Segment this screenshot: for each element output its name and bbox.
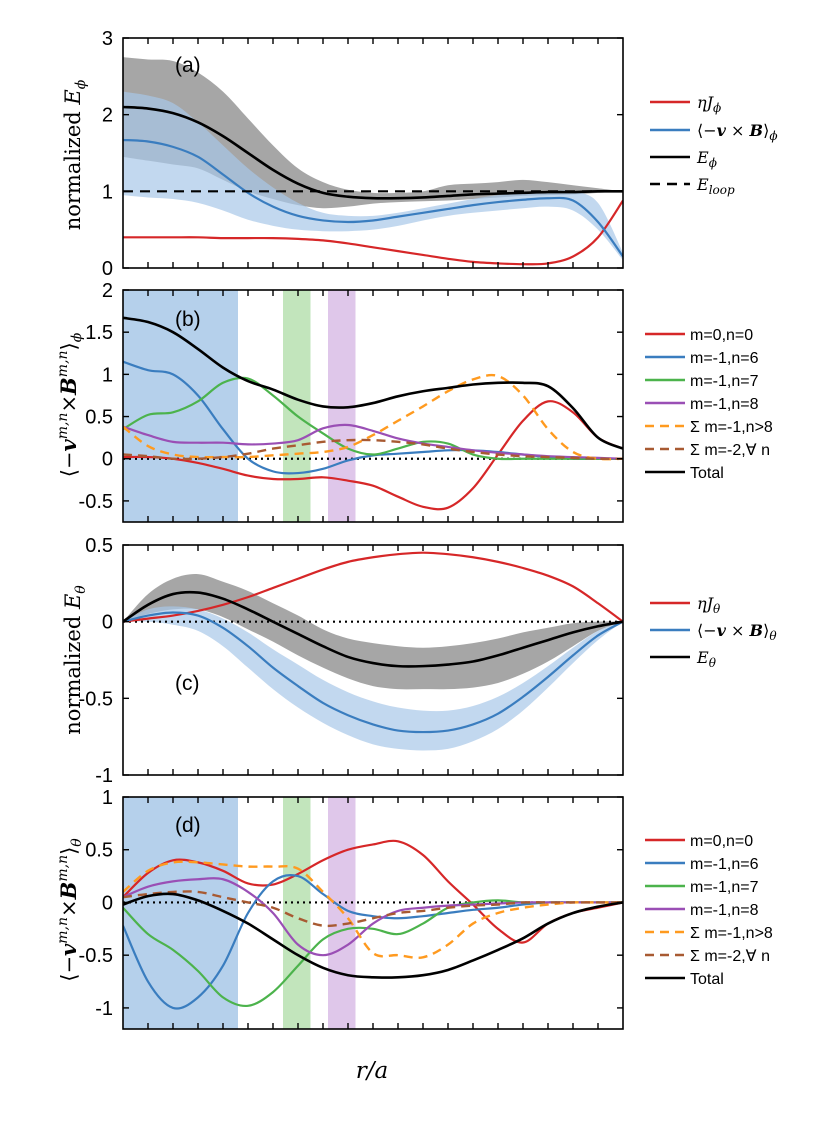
series-b-5 xyxy=(123,438,623,461)
legend-b: m=0,n=0 m=-1,n=6 m=-1,n=7 m=-1,n=8 Σ m=-… xyxy=(645,327,773,482)
legend-d: m=0,n=0 m=-1,n=6 m=-1,n=7 m=-1,n=8 Σ m=-… xyxy=(645,833,773,988)
panel-label-b: (b) xyxy=(175,308,201,331)
ytick-label-d-1: -0.5 xyxy=(79,945,113,967)
panel-d: -1 -0.5 0 0.5 1 (d) xyxy=(79,787,624,1030)
legend-a-label-4: Eloop xyxy=(696,175,735,197)
ytick-label-b-3: 1 xyxy=(102,364,113,386)
legend-b-label-6: Σ m=-2,∀ n xyxy=(690,442,770,459)
series-c-0 xyxy=(123,551,623,623)
legend-c-label-1: ηJθ xyxy=(697,594,721,616)
legend-a-label-2: ⟨−v × B⟩ϕ xyxy=(697,121,778,143)
panel-a: 0 1 2 3 (a) xyxy=(102,28,624,280)
ylabel-b: ⟨−vm,n×Bm,n⟩ϕ xyxy=(55,332,85,477)
series-b-6 xyxy=(123,316,623,450)
series-d-0 xyxy=(123,839,623,944)
legend-d-label-3: m=-1,n=7 xyxy=(690,879,759,896)
ytick-label-a-3: 3 xyxy=(102,28,113,50)
ytick-label-a-0: 0 xyxy=(102,258,113,280)
series-c-1 xyxy=(123,611,623,734)
panel-label-c: (c) xyxy=(175,672,200,695)
ytick-label-d-2: 0 xyxy=(102,892,113,914)
series-b-2 xyxy=(123,376,623,461)
ylabel-d: ⟨−vm,n×Bm,n⟩θ xyxy=(55,838,85,982)
legend-b-label-4: m=-1,n=8 xyxy=(690,396,759,413)
legend-a-label-3: Eϕ xyxy=(696,148,717,170)
plot-area-a xyxy=(123,57,623,266)
ytick-label-b-2: 0.5 xyxy=(85,407,113,429)
legend-b-label-7: Total xyxy=(690,465,724,482)
series-d-6 xyxy=(123,892,623,979)
legend-b-label-2: m=-1,n=6 xyxy=(690,350,759,367)
legend-c: ηJθ ⟨−v × B⟩θ Eθ xyxy=(650,594,777,670)
panel-label-d: (d) xyxy=(175,814,201,837)
series-a-1 xyxy=(123,138,623,258)
legend-b-label-1: m=0,n=0 xyxy=(690,327,753,344)
legend-c-label-3: Eθ xyxy=(696,648,717,670)
legend-d-label-4: m=-1,n=8 xyxy=(690,902,759,919)
panel-c: -1 -0.5 0 0.5 (c) xyxy=(79,535,624,787)
legend-b-label-3: m=-1,n=7 xyxy=(690,373,759,390)
ytick-label-c-1: -0.5 xyxy=(79,688,113,710)
series-d-4 xyxy=(123,860,623,960)
ytick-label-b-4: 1.5 xyxy=(85,322,113,344)
panel-label-a: (a) xyxy=(175,54,201,77)
ytick-label-b-0: -0.5 xyxy=(79,491,113,513)
ytick-label-d-0: -1 xyxy=(95,998,113,1020)
legend-d-label-7: Total xyxy=(690,971,724,988)
uncertainty-band-a-1 xyxy=(123,91,623,261)
highlight-span-b-1 xyxy=(283,290,311,522)
ytick-label-b-1: 0 xyxy=(102,449,113,471)
ytick-label-d-3: 0.5 xyxy=(85,840,113,862)
highlight-span-d-0 xyxy=(123,797,238,1029)
legend-b-label-5: Σ m=-1,n>8 xyxy=(690,419,773,436)
legend-a: ηJϕ ⟨−v × B⟩ϕ Eϕ Eloop xyxy=(650,93,778,197)
series-b-0 xyxy=(123,400,623,511)
plot-area-c xyxy=(123,551,623,751)
panel-b: -0.5 0 0.5 1 1.5 2 (b) xyxy=(79,280,624,523)
ytick-label-a-1: 1 xyxy=(102,181,113,203)
series-c-2 xyxy=(123,590,623,668)
series-d-5 xyxy=(123,890,623,928)
ytick-label-c-3: 0.5 xyxy=(85,535,113,557)
series-a-0 xyxy=(123,199,623,266)
ytick-label-c-2: 0 xyxy=(102,612,113,634)
highlight-span-b-0 xyxy=(123,290,238,522)
ylabel-c: normalized Eθ xyxy=(61,585,89,735)
ytick-label-a-2: 2 xyxy=(102,105,113,127)
legend-d-label-1: m=0,n=0 xyxy=(690,833,753,850)
ylabel-a: normalized Eϕ xyxy=(61,79,89,230)
legend-a-label-1: ηJϕ xyxy=(697,93,721,115)
plot-area-b xyxy=(123,290,623,522)
legend-d-label-6: Σ m=-2,∀ n xyxy=(690,948,770,965)
uncertainty-band-c-0 xyxy=(123,574,623,690)
plot-area-d xyxy=(123,797,623,1029)
legend-c-label-2: ⟨−v × B⟩θ xyxy=(697,621,777,643)
legend-d-label-2: m=-1,n=6 xyxy=(690,856,759,873)
ytick-label-b-5: 2 xyxy=(102,280,113,302)
ytick-label-d-4: 1 xyxy=(102,787,113,809)
legend-d-label-5: Σ m=-1,n>8 xyxy=(690,925,773,942)
ytick-label-c-0: -1 xyxy=(95,765,113,787)
x-axis-label: r/a xyxy=(356,1058,388,1084)
